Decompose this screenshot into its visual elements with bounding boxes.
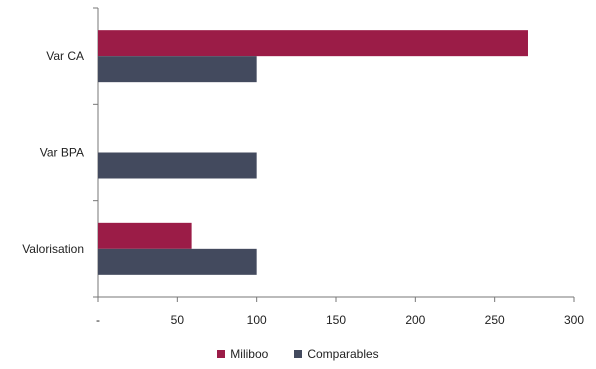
x-tick-label: 50 — [171, 313, 185, 327]
bar-miliboo-0 — [98, 30, 528, 57]
category-label: Var CA — [46, 49, 84, 63]
legend-label-comparables: Comparables — [307, 347, 379, 361]
legend: Miliboo Comparables — [0, 344, 596, 364]
bar-miliboo-2 — [98, 222, 192, 249]
legend-swatch-comparables — [294, 350, 303, 358]
x-tick-label: - — [96, 313, 100, 327]
x-tick-label: 250 — [485, 313, 505, 327]
category-label: Valorisation — [22, 242, 84, 256]
bar-comparables-0 — [98, 56, 257, 83]
legend-item-miliboo: Miliboo — [217, 347, 268, 361]
legend-swatch-miliboo — [217, 350, 226, 358]
bar-comparables-1 — [98, 152, 257, 179]
x-tick-label: 150 — [326, 313, 346, 327]
x-tick-label: 200 — [405, 313, 425, 327]
x-tick-label: 100 — [247, 313, 267, 327]
bar-comparables-2 — [98, 248, 257, 275]
legend-item-comparables: Comparables — [294, 347, 379, 361]
category-label: Var BPA — [40, 146, 84, 160]
legend-label-miliboo: Miliboo — [230, 347, 269, 361]
x-tick-label: 300 — [564, 313, 584, 327]
